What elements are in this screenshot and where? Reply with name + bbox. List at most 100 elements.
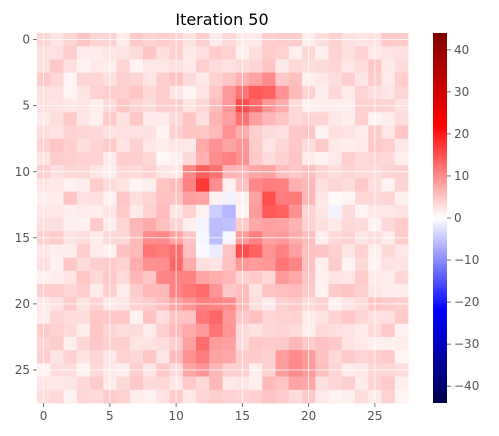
heatmap-cell (63, 178, 78, 192)
heatmap-cell (196, 350, 210, 364)
heatmap-cell (222, 270, 237, 285)
heatmap-cell (129, 244, 144, 259)
heatmap-cell (129, 178, 144, 192)
heatmap-cell (76, 376, 91, 391)
heatmap-cell (63, 59, 78, 74)
heatmap-cell (50, 244, 64, 259)
heatmap-cell (394, 204, 409, 219)
heatmap-cell (156, 204, 170, 219)
heatmap-cell (249, 310, 263, 325)
heatmap-cell (328, 244, 343, 259)
heatmap-cell (381, 191, 396, 206)
heatmap-cell (50, 376, 64, 391)
heatmap-cell (76, 218, 91, 232)
heatmap-cell (262, 204, 276, 219)
heatmap-cell (116, 151, 131, 166)
heatmap-cell (63, 336, 78, 351)
heatmap-cell (129, 72, 144, 87)
heatmap-cell (262, 138, 276, 153)
heatmap-cell (341, 376, 356, 391)
heatmap-cell (355, 59, 369, 74)
heatmap-cell (341, 178, 356, 192)
heatmap-cell (341, 112, 356, 126)
heatmap-cell (355, 350, 369, 364)
heatmap-cell (315, 151, 329, 166)
heatmap-cell (355, 323, 369, 338)
heatmap-cell (209, 85, 223, 100)
heatmap-cell (262, 151, 276, 166)
heatmap-cell (328, 112, 343, 126)
heatmap-cell (209, 191, 223, 206)
heatmap-cell (76, 72, 91, 87)
heatmap-cell (249, 204, 263, 219)
heatmap-cell (116, 204, 131, 219)
heatmap-cell (262, 350, 276, 364)
heatmap-cell (156, 350, 170, 364)
heatmap-cell (315, 323, 329, 338)
heatmap-cell (63, 46, 78, 60)
heatmap-cell (381, 270, 396, 285)
heatmap-cell (288, 310, 303, 325)
heatmap-cell (222, 336, 237, 351)
heatmap-cell (381, 284, 396, 298)
heatmap-cell (315, 284, 329, 298)
heatmap-cell (341, 218, 356, 232)
heatmap-cell (90, 218, 104, 232)
heatmap-cell (156, 178, 170, 192)
heatmap-cell (76, 112, 91, 126)
heatmap-cell (116, 191, 131, 206)
heatmap-cell (209, 310, 223, 325)
heatmap-cell (341, 284, 356, 298)
heatmap-cell (262, 284, 276, 298)
heatmap-cell (116, 112, 131, 126)
heatmap-cell (182, 336, 197, 351)
heatmap-cell (156, 138, 170, 153)
colorbar-tick-label: −10 (454, 253, 479, 267)
heatmap-cell (76, 310, 91, 325)
heatmap-cell (341, 191, 356, 206)
heatmap-cell (76, 323, 91, 338)
heatmap-cell (156, 244, 170, 259)
heatmap-cell (262, 376, 276, 391)
heatmap-cell (394, 72, 409, 87)
heatmap-cell (355, 72, 369, 87)
heatmap-cell (328, 204, 343, 219)
heatmap-cell (90, 323, 104, 338)
heatmap-cell (394, 270, 409, 285)
heatmap-cell (381, 218, 396, 232)
y-tick-label: 10 (15, 165, 30, 179)
heatmap-cell (156, 218, 170, 232)
heatmap-cell (143, 46, 157, 60)
heatmap-cell (328, 218, 343, 232)
heatmap-cell (63, 270, 78, 285)
heatmap-cell (90, 138, 104, 153)
heatmap-cell (90, 125, 104, 140)
heatmap-cell (328, 151, 343, 166)
heatmap-cell (76, 350, 91, 364)
heatmap-cell (315, 244, 329, 259)
heatmap-cell (90, 151, 104, 166)
heatmap-cell (381, 178, 396, 192)
heatmap-cell (196, 178, 210, 192)
heatmap-cell (196, 310, 210, 325)
heatmap-cell (50, 85, 64, 100)
heatmap-cell (182, 323, 197, 338)
heatmap-cell (63, 85, 78, 100)
heatmap-cell (341, 389, 356, 404)
heatmap-cell (381, 244, 396, 259)
heatmap-cell (90, 59, 104, 74)
heatmap-cell (249, 376, 263, 391)
heatmap-cell (275, 204, 290, 219)
heatmap-cell (143, 191, 157, 206)
heatmap-cell (394, 138, 409, 153)
heatmap-cell (63, 350, 78, 364)
heatmap-cell (328, 46, 343, 60)
heatmap-cell (116, 310, 131, 325)
heatmap-cell (315, 376, 329, 391)
heatmap-cell (129, 389, 144, 404)
heatmap-cell (182, 270, 197, 285)
heatmap-cell (315, 336, 329, 351)
heatmap-cell (129, 204, 144, 219)
heatmap-cell (129, 270, 144, 285)
